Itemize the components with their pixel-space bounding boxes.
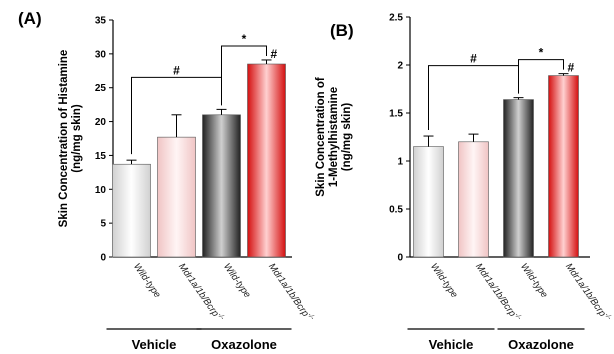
bar-annotation: # (271, 47, 278, 61)
y-tick-label: 15 (95, 151, 107, 162)
group-label: Vehicle (429, 337, 474, 352)
y-tick-label: 1 (397, 157, 403, 168)
bar (413, 146, 444, 258)
y-tick-label: 10 (95, 185, 107, 196)
category-label: Mdr1a/1b/Bcrp-/- (563, 261, 613, 325)
panel-a: (A) 0 5 10 15 20 25 30 35 Skin Concentration of H… (18, 9, 316, 352)
bar (548, 75, 579, 258)
group-label: Oxazolone (211, 337, 277, 352)
category-label: Wild-type (428, 261, 460, 300)
group-label: Vehicle (132, 337, 177, 352)
bar (157, 136, 196, 258)
category-label: Wild-type (221, 261, 253, 300)
significance-marker: * (242, 32, 247, 46)
category-label-superscript: -/- (306, 312, 316, 322)
category-label-text: Mdr1a/1b/Bcrp (176, 261, 221, 318)
category-label-superscript: -/- (513, 312, 523, 322)
y-axis-title: (ng/mg skin) (71, 104, 83, 173)
y-tick-label: 1.5 (389, 109, 403, 120)
category-label-text: Mdr1a/1b/Bcrp (563, 261, 608, 318)
y-axis-title: (ng/mg skin) (341, 103, 353, 172)
y-axis-title: 1-Methylhistamine (328, 87, 340, 187)
significance-marker: # (470, 52, 477, 66)
y-tick-label: 2.5 (389, 13, 403, 24)
bar (247, 63, 286, 258)
bar (503, 99, 534, 258)
category-label-text: Wild-type (428, 261, 460, 300)
bar-annotation: # (568, 61, 575, 75)
panel-b: (B) 0 0.5 1 1.5 2 2.5 Skin Concentration of 1-Me… (315, 13, 613, 353)
significance-marker: # (173, 63, 180, 77)
category-label-text: Wild-type (221, 261, 253, 300)
category-label-text: Wild-type (131, 261, 163, 300)
y-tick-label: 0 (397, 253, 403, 264)
significance-marker: * (539, 46, 544, 60)
category-label: Wild-type (131, 261, 163, 300)
category-label: Wild-type (518, 261, 550, 300)
y-tick-label: 2 (397, 61, 403, 72)
y-tick-label: 35 (95, 16, 107, 27)
category-label-text: Wild-type (518, 261, 550, 300)
y-tick-label: 25 (95, 83, 107, 94)
bar (202, 114, 241, 258)
y-tick-label: 20 (95, 117, 107, 128)
bar (112, 163, 151, 258)
significance-bracket (518, 59, 564, 92)
y-tick-label: 0.5 (389, 205, 403, 216)
panel-label: (A) (18, 9, 42, 28)
y-axis-title: Skin Concentration of (315, 77, 327, 197)
category-label-text: Mdr1a/1b/Bcrp (473, 261, 518, 318)
y-axis-title: Skin Concentration of Histamine (58, 50, 70, 228)
group-label: Oxazolone (508, 337, 574, 352)
category-label: Mdr1a/1b/Bcrp-/- (473, 261, 523, 325)
category-label: Mdr1a/1b/Bcrp-/- (176, 261, 226, 325)
y-tick-label: 30 (95, 49, 107, 60)
significance-bracket (221, 45, 267, 104)
y-tick-label: 5 (100, 219, 106, 230)
bar (458, 141, 489, 258)
category-label-text: Mdr1a/1b/Bcrp (266, 261, 311, 318)
panel-label: (B) (330, 21, 354, 40)
category-label-superscript: -/- (603, 312, 613, 322)
category-label-superscript: -/- (216, 312, 226, 322)
category-label: Mdr1a/1b/Bcrp-/- (266, 261, 316, 325)
y-tick-label: 0 (100, 253, 106, 264)
